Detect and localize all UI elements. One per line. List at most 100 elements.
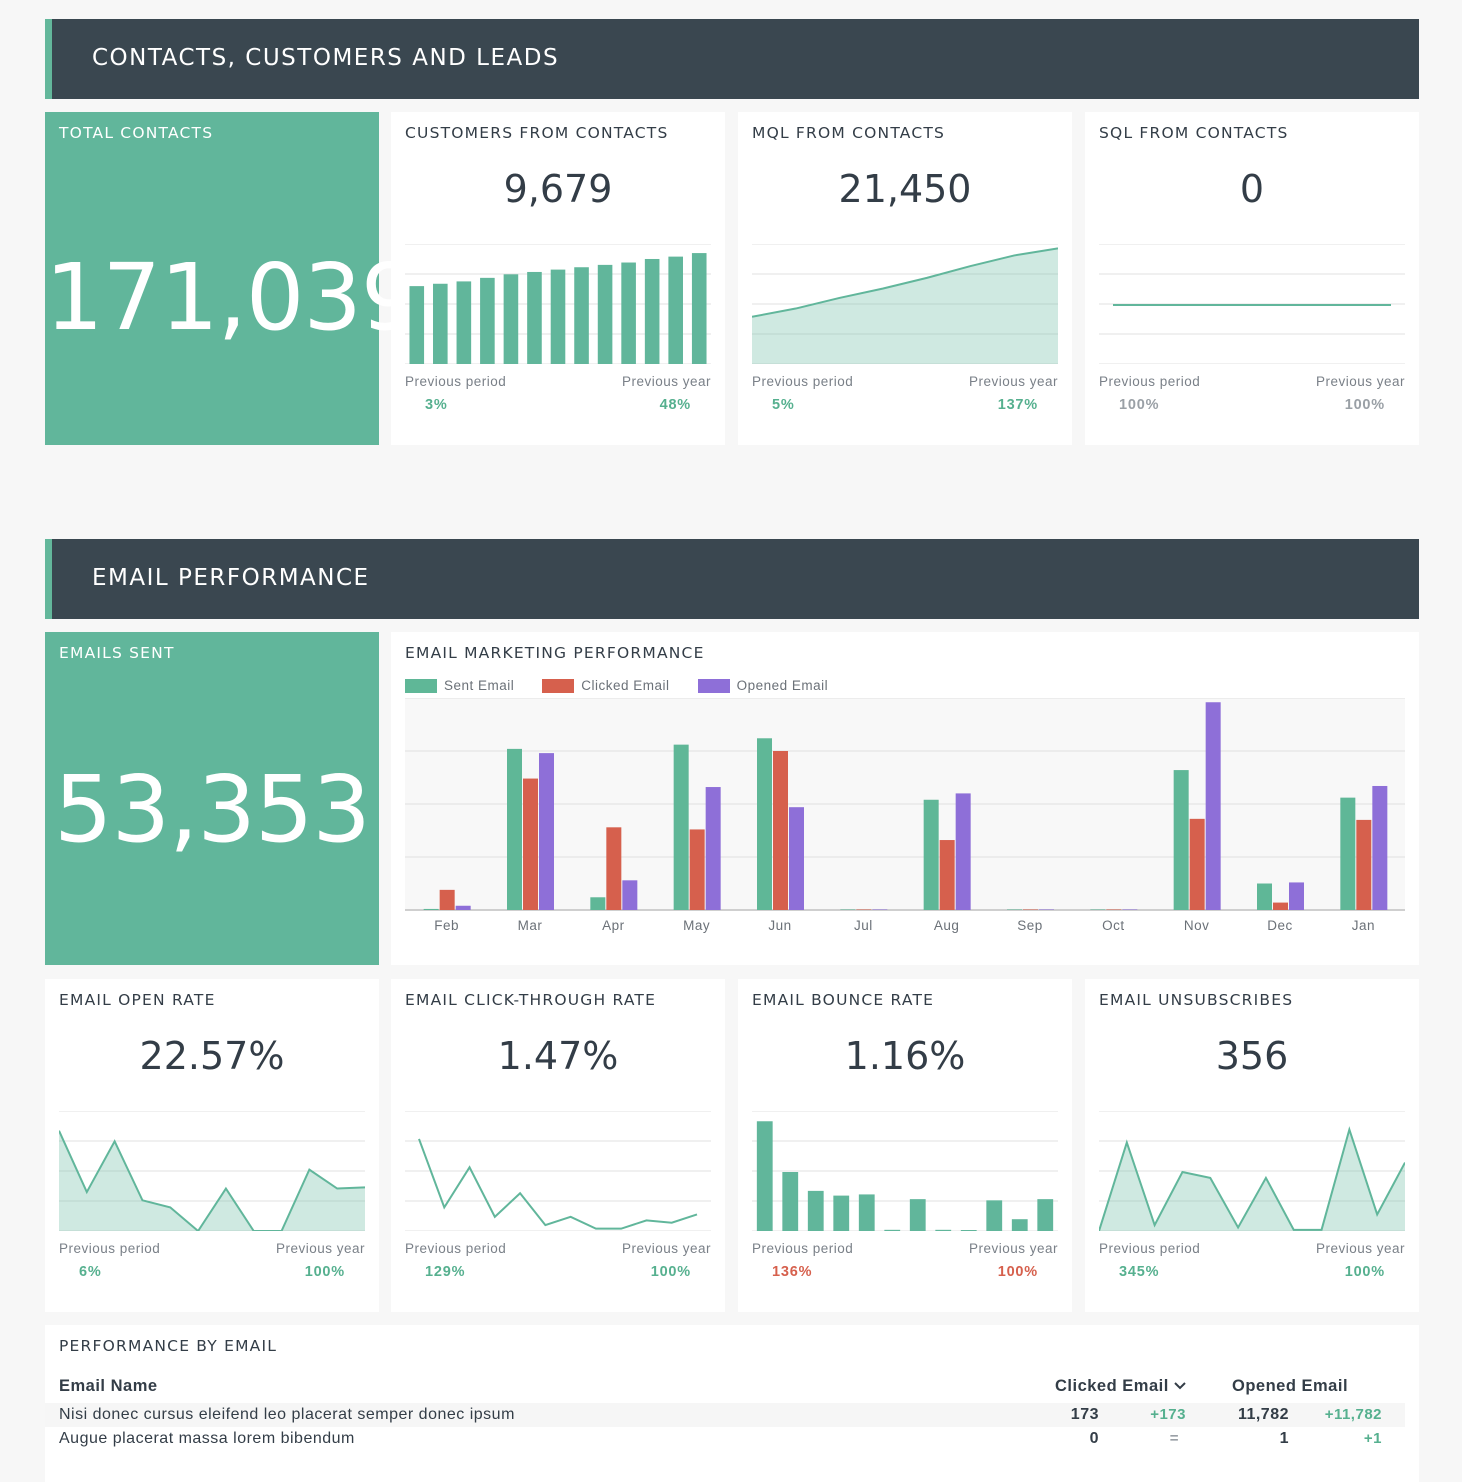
prev-year-label: Previous year <box>621 374 711 389</box>
x-tick-label: Jun <box>768 918 791 933</box>
chart-bar-opened-email <box>622 880 638 910</box>
sparkline-bar <box>409 286 425 364</box>
table-row[interactable]: Nisi donec cursus eleifend leo placerat … <box>45 1403 1405 1427</box>
section-header-contacts: CONTACTS, CUSTOMERS AND LEADS <box>45 19 1419 99</box>
sql-line-sparkline <box>1099 244 1405 364</box>
sql-card[interactable]: SQL FROM CONTACTS 0 Previous period Prev… <box>1085 112 1419 445</box>
prev-year-label: Previous year <box>1315 374 1405 389</box>
chart-bar-sent-email <box>923 799 939 910</box>
legend-item-sent[interactable]: Sent Email <box>405 678 514 693</box>
ctr-value: 1.47% <box>497 1034 619 1078</box>
prev-year-label: Previous year <box>275 1241 365 1256</box>
prev-period-label: Previous period <box>405 374 507 389</box>
customers-value: 9,679 <box>503 167 613 211</box>
chart-bar-clicked-email <box>1023 909 1038 910</box>
prev-year-label: Previous year <box>968 1241 1058 1256</box>
bounce-rate-bar-sparkline <box>752 1111 1058 1231</box>
chart-bar-clicked-email <box>1106 909 1122 910</box>
chart-bar-opened-email <box>955 793 971 910</box>
chart-bar-clicked-email <box>1356 819 1372 910</box>
legend-swatch <box>542 678 575 693</box>
sparkline-bar <box>550 269 566 364</box>
unsubscribes-area-sparkline <box>1099 1111 1405 1231</box>
prev-period-value: 5% <box>772 397 795 413</box>
x-tick-label: Mar <box>518 918 543 933</box>
column-header-opened-email[interactable]: Opened Email <box>1232 1377 1349 1395</box>
x-tick-label: Dec <box>1267 918 1293 933</box>
open-rate-card[interactable]: EMAIL OPEN RATE 22.57% Previous period P… <box>45 979 379 1312</box>
bounce-rate-card[interactable]: EMAIL BOUNCE RATE 1.16% Previous period … <box>738 979 1072 1312</box>
sparkline-bar <box>668 256 683 364</box>
chart-bar-sent-email <box>673 744 689 910</box>
sparkline-area <box>59 1130 365 1231</box>
open-rate-value: 22.57% <box>139 1034 285 1078</box>
legend-swatch <box>405 678 437 693</box>
unsubscribes-card[interactable]: EMAIL UNSUBSCRIBES 356 Previous period P… <box>1085 979 1419 1312</box>
prev-period-label: Previous period <box>405 1241 507 1256</box>
mql-card[interactable]: MQL FROM CONTACTS 21,450 Previous period… <box>738 112 1072 445</box>
legend-label: Sent Email <box>444 678 515 693</box>
sparkline-bar <box>1011 1219 1028 1231</box>
prev-period-value: 100% <box>1119 397 1160 413</box>
column-header-clicked-email[interactable]: Clicked Email <box>1055 1377 1186 1396</box>
column-header-email-name[interactable]: Email Name <box>59 1377 158 1395</box>
open-rate-area-sparkline <box>59 1111 365 1231</box>
legend-label: Clicked Email <box>581 678 670 693</box>
bounce-rate-value: 1.16% <box>844 1034 966 1078</box>
chart-bar-opened-email <box>872 909 888 910</box>
card-title: EMAIL BOUNCE RATE <box>752 991 935 1009</box>
card-title: EMAIL CLICK-THROUGH RATE <box>405 991 657 1009</box>
emails-sent-card[interactable]: EMAILS SENT 53,353 <box>45 632 379 965</box>
prev-year-value: 100% <box>304 1264 345 1280</box>
performance-by-email-table: PERFORMANCE BY EMAIL Email Name Clicked … <box>45 1325 1419 1482</box>
chart-bar-sent-email <box>1340 797 1356 910</box>
sparkline-bar <box>644 258 660 364</box>
prev-period-value: 129% <box>425 1264 466 1280</box>
sparkline-bar <box>756 1121 773 1231</box>
total-contacts-value: 171,039 <box>45 244 419 351</box>
emails-sent-value: 53,353 <box>54 756 371 863</box>
email-marketing-chart-card[interactable]: EMAIL MARKETING PERFORMANCE Sent Email C… <box>391 632 1419 965</box>
ctr-card[interactable]: EMAIL CLICK-THROUGH RATE 1.47% Previous … <box>391 979 725 1312</box>
chart-bar-opened-email <box>1205 702 1221 910</box>
sparkline-bar <box>884 1229 901 1231</box>
x-tick-label: Aug <box>934 918 960 933</box>
prev-year-label: Previous year <box>621 1241 711 1256</box>
chart-bar-sent-email <box>423 908 439 910</box>
sparkline-line <box>1099 1126 1405 1231</box>
legend-label: Opened Email <box>736 678 829 693</box>
legend-swatch <box>697 678 730 693</box>
chart-bar-clicked-email <box>773 751 788 910</box>
chart-bar-opened-email <box>1372 785 1388 910</box>
sparkline-bar <box>480 277 495 364</box>
clicked-delta: = <box>1169 1430 1179 1447</box>
chart-bar-opened-email <box>789 807 804 910</box>
prev-year-value: 100% <box>1344 1264 1385 1280</box>
card-title: TOTAL CONTACTS <box>59 124 214 142</box>
chart-bar-sent-email <box>1090 909 1106 910</box>
prev-period-label: Previous period <box>1099 374 1201 389</box>
customers-card[interactable]: CUSTOMERS FROM CONTACTS 9,679 Previous p… <box>391 112 725 445</box>
x-tick-label: May <box>683 918 710 933</box>
chart-bar-opened-email <box>1289 882 1304 910</box>
table-row[interactable]: Augue placerat massa lorem bibendum 0 = … <box>45 1427 1405 1451</box>
sparkline-bar <box>456 281 472 364</box>
chart-bar-sent-email <box>590 897 606 910</box>
sparkline-bar <box>960 1230 977 1231</box>
card-title: CUSTOMERS FROM CONTACTS <box>405 124 669 142</box>
sparkline-bar <box>986 1200 1003 1231</box>
sparkline-bar <box>527 271 542 364</box>
x-tick-label: Oct <box>1102 918 1125 933</box>
customers-bar-sparkline <box>405 244 711 364</box>
section-title: EMAIL PERFORMANCE <box>92 565 370 591</box>
sparkline-bar <box>621 262 636 364</box>
unsubscribes-value: 356 <box>1215 1034 1289 1078</box>
legend-item-opened[interactable]: Opened Email <box>697 678 829 693</box>
x-tick-label: Jan <box>1352 918 1375 933</box>
chart-bar-clicked-email <box>1273 902 1288 910</box>
prev-year-value: 100% <box>1344 397 1385 413</box>
sparkline-bar <box>503 274 519 364</box>
legend-item-clicked[interactable]: Clicked Email <box>542 678 669 693</box>
total-contacts-card[interactable]: TOTAL CONTACTS 171,039 <box>45 112 419 445</box>
card-title: EMAIL OPEN RATE <box>59 991 216 1009</box>
